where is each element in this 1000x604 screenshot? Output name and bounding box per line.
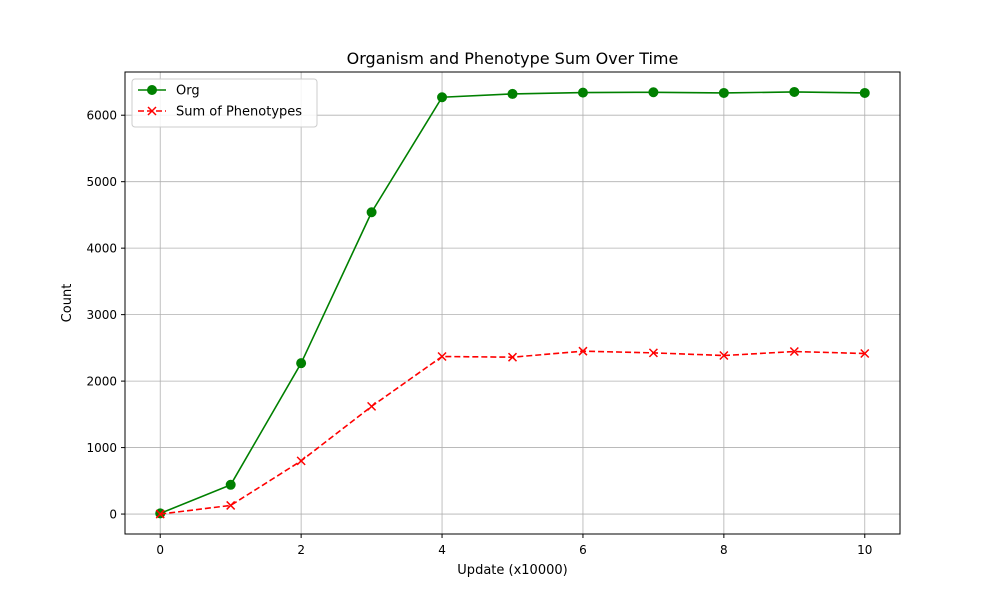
data-point [366,207,377,218]
data-point [226,500,236,510]
x-tick-label: 4 [438,543,446,557]
y-tick-label: 2000 [86,375,117,389]
legend-box [131,78,318,128]
data-point [578,346,588,356]
data-point [648,87,659,98]
axis-ticks: 0 2 4 6 8 10 0 1000 2000 3000 4000 5000 6000 [86,109,872,557]
data-point [789,86,800,97]
legend-entry-sum-of-phenotypes: Sum of Phenotypes [138,105,302,120]
legend-entry-org: Org [138,84,200,99]
legend: Org Sum of Phenotypes [131,78,318,128]
data-point [859,87,870,98]
x-tick-label: 8 [720,543,728,557]
x-tick-label: 2 [297,543,305,557]
data-point [296,456,306,466]
y-tick-label: 4000 [86,242,117,256]
legend-label: Sum of Phenotypes [176,105,302,120]
y-tick-label: 5000 [86,175,117,189]
x-tick-label: 10 [857,543,872,557]
data-point [789,346,799,357]
data-point [718,87,729,98]
data-point [719,350,729,361]
y-tick-label: 3000 [86,308,117,322]
chart-title: Organism and Phenotype Sum Over Time [347,49,679,68]
data-point [437,92,448,103]
data-point [577,87,588,98]
legend-label: Org [176,84,200,99]
data-point [296,358,307,369]
data-point [648,348,658,358]
series-layer [155,86,870,519]
data-point [507,352,518,362]
data-point [225,479,236,490]
data-point [155,509,165,519]
grid [125,72,900,534]
series-sum-of-phenotypes [155,346,870,519]
data-point [860,348,870,359]
legend-entries: Org Sum of Phenotypes [138,84,302,120]
y-tick-label: 1000 [86,441,117,455]
data-point [437,351,447,362]
data-point [367,401,377,411]
y-axis-label: Count [60,284,75,323]
x-axis-label: Update (x10000) [457,563,567,578]
data-point [507,88,518,99]
x-tick-label: 0 [156,543,164,557]
legend-marker [147,106,157,116]
plot-frame [124,71,901,535]
y-tick-label: 0 [109,508,117,522]
x-tick-label: 6 [579,543,587,557]
legend-marker [147,85,157,95]
y-tick-label: 6000 [86,109,117,123]
